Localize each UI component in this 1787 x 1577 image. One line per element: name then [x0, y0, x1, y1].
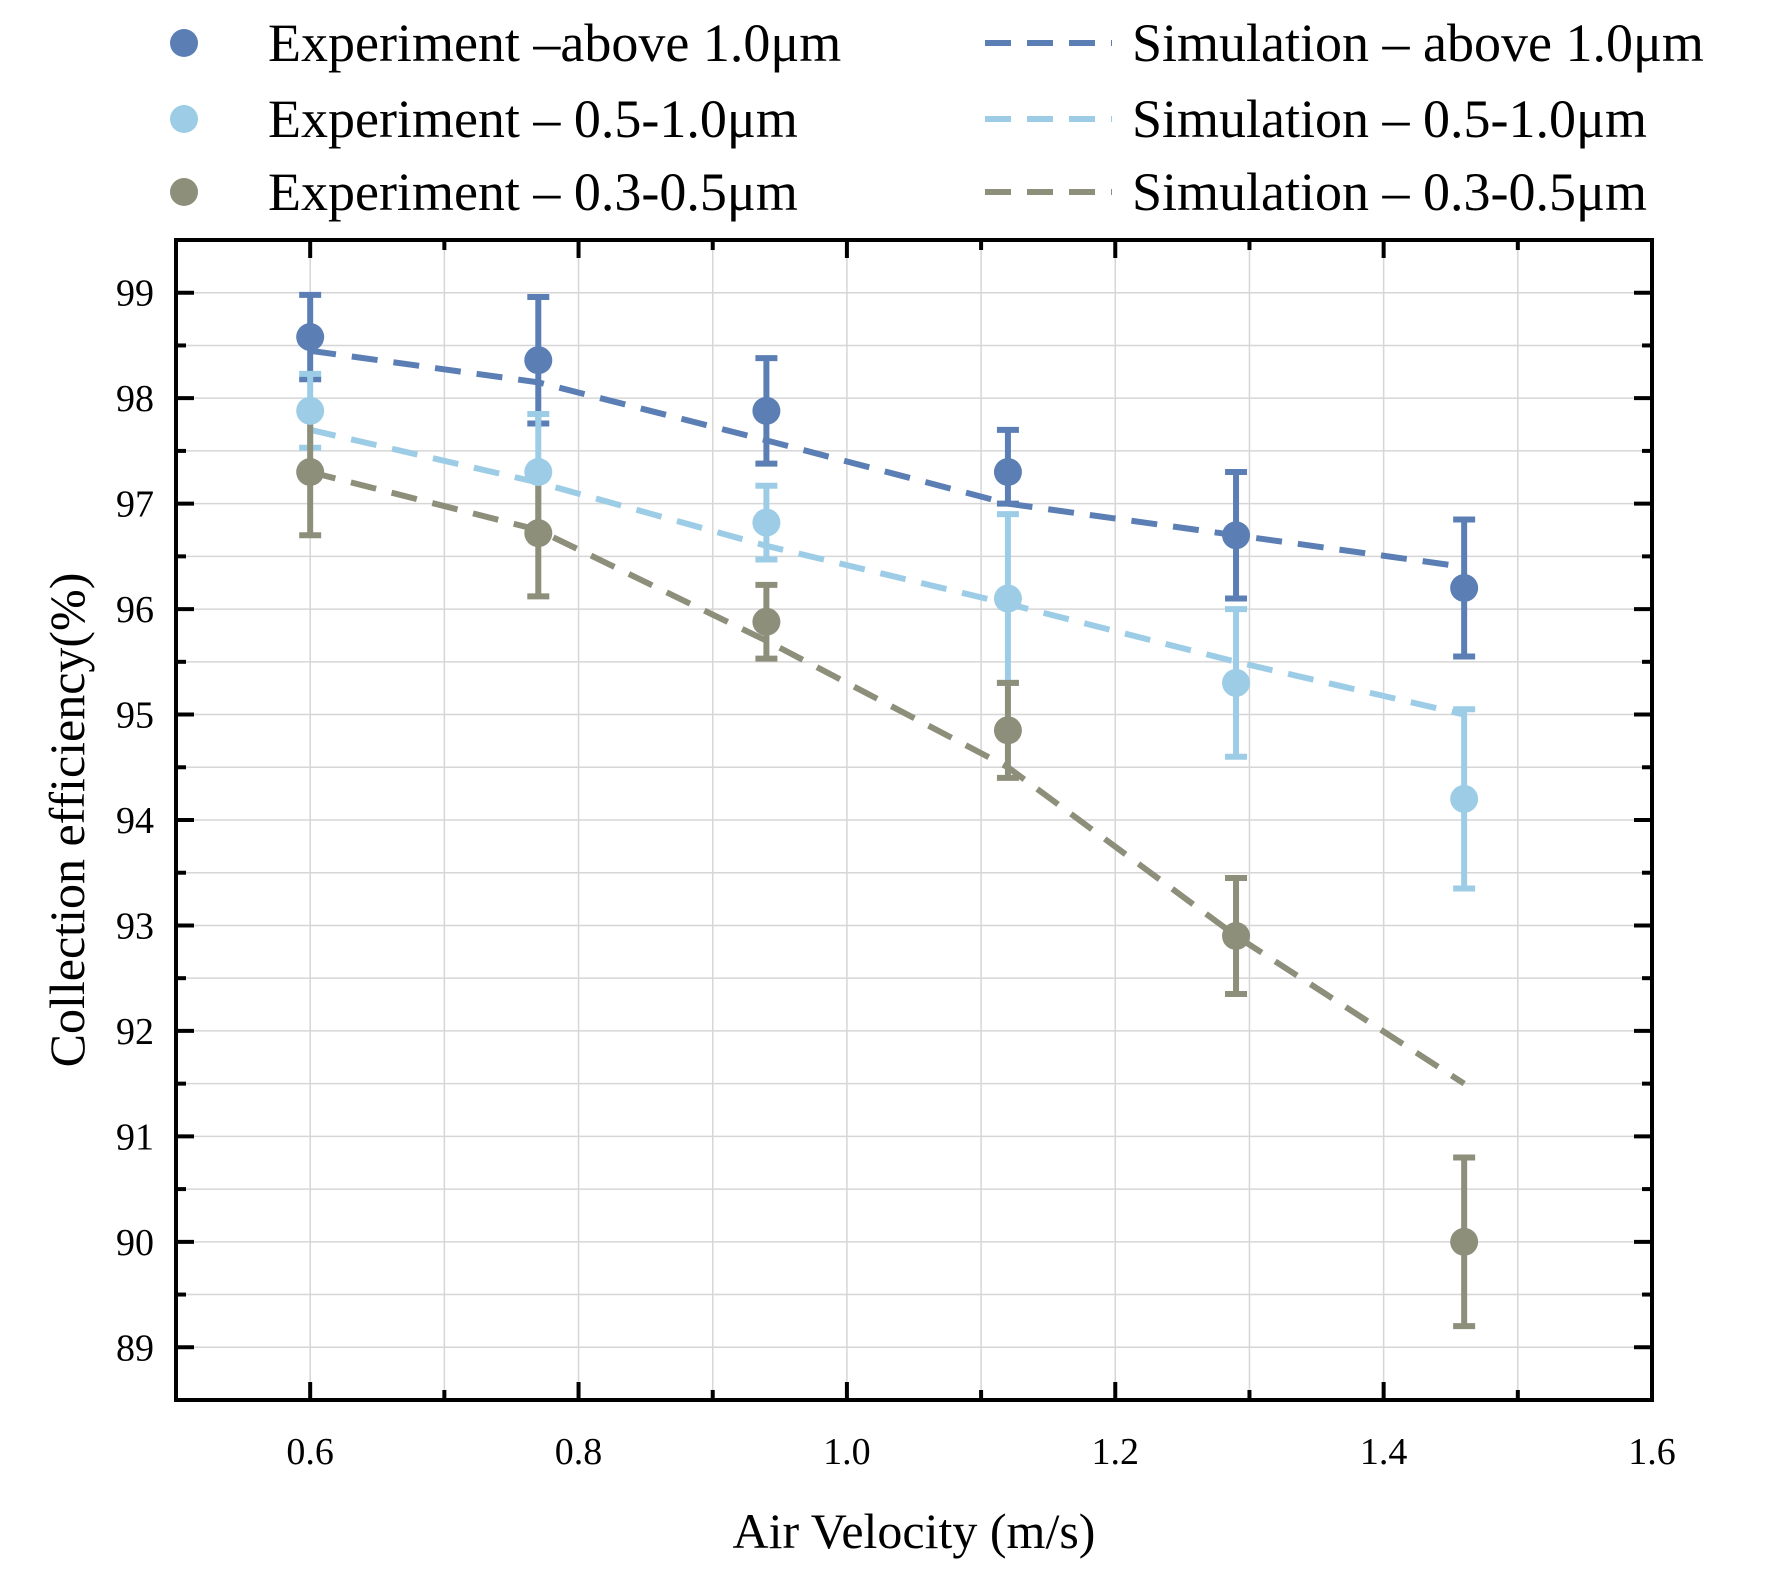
simulation-series-line [309, 426, 1465, 718]
data-point [752, 508, 781, 537]
y-tick-label: 89 [116, 1327, 154, 1369]
data-point [1450, 1227, 1479, 1256]
data-point [1222, 668, 1251, 697]
legend-marker [170, 29, 198, 57]
x-tick-label: 1.4 [1360, 1431, 1408, 1473]
data-point [1222, 922, 1251, 950]
y-tick-label: 98 [116, 378, 154, 420]
y-tick-label: 95 [116, 695, 154, 737]
legend-label: Experiment –above 1.0μm [268, 13, 841, 73]
data-point [993, 716, 1022, 745]
legend-label: Simulation – above 1.0μm [1132, 13, 1704, 73]
x-tick-label: 1.6 [1628, 1431, 1676, 1473]
y-tick-label: 94 [116, 800, 154, 842]
legend-marker [170, 105, 198, 133]
y-tick-label: 93 [116, 905, 154, 947]
experiment-points [296, 323, 1479, 1256]
data-point [524, 458, 553, 486]
error-bars [299, 291, 1476, 1330]
simulation-series-line [309, 347, 1465, 570]
tick-labels: 0.6 0.8 1.0 1.2 1.4 1.6 89 90 91 92 93 94 95 96 97 98 99 [116, 273, 1676, 1473]
y-axis-title: Collection efficiency(%) [39, 573, 95, 1068]
data-point [296, 458, 325, 486]
y-tick-label: 99 [116, 273, 154, 315]
x-tick-label: 1.2 [1092, 1431, 1140, 1473]
y-tick-label: 92 [116, 1011, 154, 1053]
legend-label: Simulation – 0.5-1.0μm [1132, 89, 1647, 149]
simulation-lines [309, 347, 1466, 1087]
axis-ticks [174, 238, 1654, 1400]
y-tick-label: 90 [116, 1222, 154, 1264]
data-point [296, 396, 325, 425]
grid-lines [175, 239, 1653, 1400]
legend-label: Experiment – 0.3-0.5μm [268, 162, 798, 222]
y-tick-label: 96 [116, 589, 154, 631]
data-point [752, 396, 781, 425]
legend-label: Experiment – 0.5-1.0μm [268, 89, 798, 149]
data-point [1450, 574, 1479, 602]
y-tick-label: 91 [116, 1116, 154, 1158]
data-point [1450, 784, 1479, 813]
data-point [1222, 521, 1251, 550]
legend: Experiment –above 1.0μm Experiment – 0.5-… [170, 13, 1704, 222]
y-tick-label: 97 [116, 484, 154, 526]
data-point [993, 584, 1022, 613]
data-point [524, 346, 553, 375]
x-tick-label: 0.6 [286, 1431, 334, 1473]
x-axis-title: Air Velocity (m/s) [733, 1503, 1096, 1559]
data-point [524, 519, 553, 548]
data-point [296, 323, 325, 352]
data-point [752, 607, 781, 636]
legend-label: Simulation – 0.3-0.5μm [1132, 162, 1647, 222]
legend-marker [170, 178, 198, 206]
data-point [993, 458, 1022, 486]
x-tick-label: 0.8 [555, 1431, 603, 1473]
simulation-series-line [309, 469, 1466, 1087]
x-tick-label: 1.0 [823, 1431, 871, 1473]
